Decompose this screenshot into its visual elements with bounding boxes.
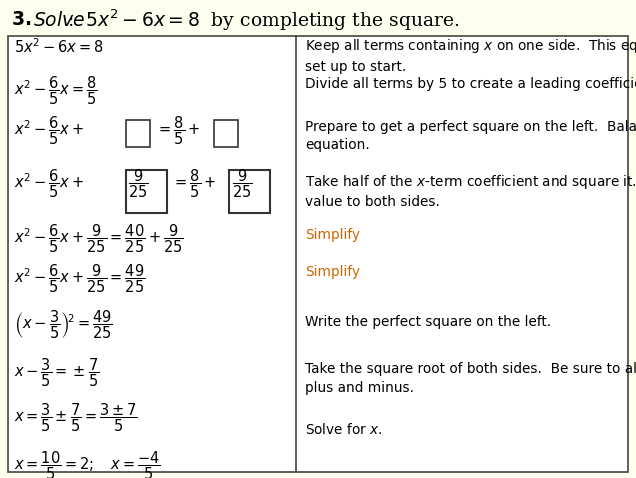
Text: Take the square root of both sides.  Be sure to allow for both
plus and minus.: Take the square root of both sides. Be s… [305,362,636,395]
Text: $\it{Solve}$: $\it{Solve}$ [33,11,85,30]
Text: $x-\dfrac{3}{5}=\pm\dfrac{7}{5}$: $x-\dfrac{3}{5}=\pm\dfrac{7}{5}$ [14,356,99,389]
Bar [229,170,270,213]
Text: $\mathbf{3.}$: $\mathbf{3.}$ [11,11,32,29]
Text: $=\dfrac{8}{5}+$: $=\dfrac{8}{5}+$ [156,115,200,147]
Text: $5x^2-6x=8$: $5x^2-6x=8$ [14,37,104,56]
Text: $\left(x-\dfrac{3}{5}\right)^{\!2}=\dfrac{49}{25}$: $\left(x-\dfrac{3}{5}\right)^{\!2}=\dfra… [14,308,113,341]
Text: Solve for $x$.: Solve for $x$. [305,422,383,436]
Text: $x=\dfrac{10}{5}=2;\quad x=\dfrac{-4}{5}$: $x=\dfrac{10}{5}=2;\quad x=\dfrac{-4}{5}… [14,449,161,478]
Text: $=\dfrac{8}{5}+$: $=\dfrac{8}{5}+$ [172,167,216,200]
Text: $x^2-\dfrac{6}{5}x+$: $x^2-\dfrac{6}{5}x+$ [14,115,84,147]
Text: Keep all terms containing $x$ on one side.  This equation is all
set up to start: Keep all terms containing $x$ on one sid… [305,37,636,74]
Text: Prepare to get a perfect square on the left.  Balance the
equation.: Prepare to get a perfect square on the l… [305,120,636,152]
Text: Simplify: Simplify [305,228,360,242]
Text: Divide all terms by 5 to create a leading coefficient of one.: Divide all terms by 5 to create a leadin… [305,77,636,91]
Text: Take half of the $x$-term coefficient and square it.  Add this
value to both sid: Take half of the $x$-term coefficient an… [305,173,636,209]
Bar [126,120,150,147]
Text: Simplify: Simplify [305,265,360,279]
Text: $x=\dfrac{3}{5}\pm\dfrac{7}{5}=\dfrac{3\pm7}{5}$: $x=\dfrac{3}{5}\pm\dfrac{7}{5}=\dfrac{3\… [14,402,138,434]
Text: :  $5x^2-6x=8$  by completing the square.: : $5x^2-6x=8$ by completing the square. [67,7,459,33]
Text: $x^2-\dfrac{6}{5}x=\dfrac{8}{5}$: $x^2-\dfrac{6}{5}x=\dfrac{8}{5}$ [14,74,98,107]
Bar [126,170,167,213]
Text: $x^2-\dfrac{6}{5}x+$: $x^2-\dfrac{6}{5}x+$ [14,167,84,200]
Text: $\dfrac{9}{25}$: $\dfrac{9}{25}$ [232,167,252,200]
Text: $x^2-\dfrac{6}{5}x+\dfrac{9}{25}=\dfrac{49}{25}$: $x^2-\dfrac{6}{5}x+\dfrac{9}{25}=\dfrac{… [14,263,146,295]
Text: $\dfrac{9}{25}$: $\dfrac{9}{25}$ [128,167,149,200]
Bar [214,120,238,147]
Text: Write the perfect square on the left.: Write the perfect square on the left. [305,315,551,329]
Text: $x^2-\dfrac{6}{5}x+\dfrac{9}{25}=\dfrac{40}{25}+\dfrac{9}{25}$: $x^2-\dfrac{6}{5}x+\dfrac{9}{25}=\dfrac{… [14,222,184,255]
